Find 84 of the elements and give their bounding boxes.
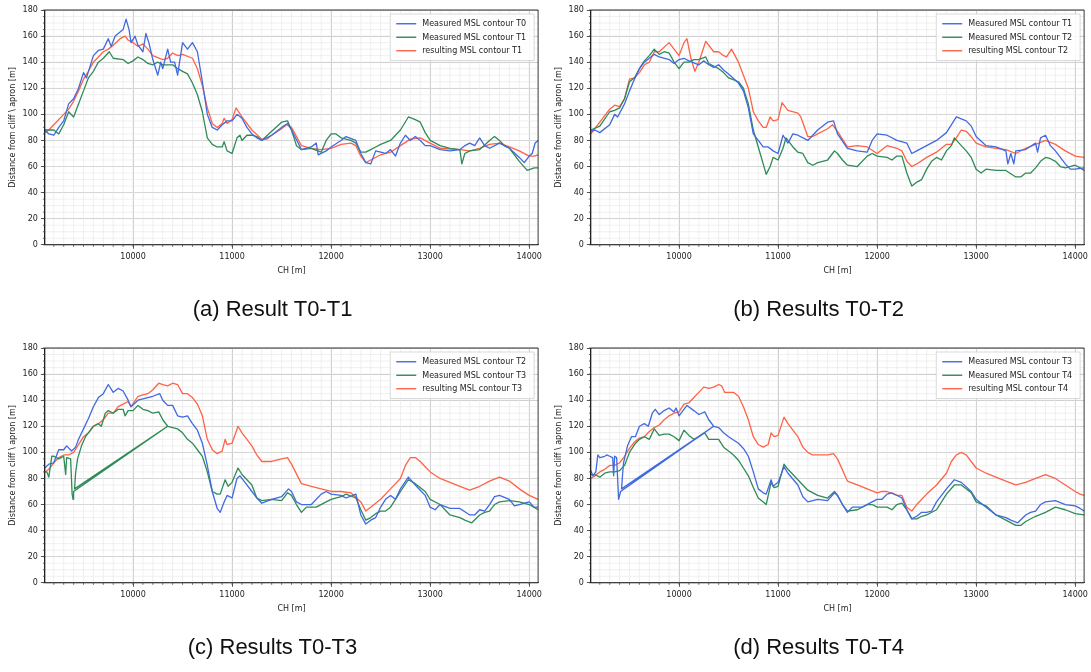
y-tick-label: 40 — [27, 525, 38, 535]
y-tick-label: 100 — [568, 109, 584, 119]
y-tick-label: 0 — [32, 577, 38, 587]
y-tick-label: 180 — [22, 343, 38, 353]
y-tick-label: 80 — [27, 473, 38, 483]
x-tick-label: 13000 — [417, 251, 443, 261]
x-tick-label: 12000 — [318, 251, 344, 261]
y-tick-label: 40 — [573, 525, 584, 535]
x-tick-label: 10000 — [120, 589, 146, 599]
legend-label: Measured MSL contour T3 — [968, 357, 1073, 367]
x-tick-label: 11000 — [765, 589, 791, 599]
legend-label: Measured MSL contour T3 — [422, 370, 527, 380]
y-tick-label: 60 — [573, 499, 584, 509]
x-tick-label: 12000 — [318, 589, 344, 599]
x-tick-label: 13000 — [963, 589, 989, 599]
y-tick-label: 20 — [27, 213, 38, 223]
x-tick-label: 13000 — [963, 251, 989, 261]
y-tick-label: 60 — [573, 161, 584, 171]
y-tick-label: 160 — [22, 31, 38, 41]
y-tick-label: 160 — [568, 369, 584, 379]
y-tick-label: 140 — [22, 57, 38, 67]
y-tick-label: 160 — [568, 31, 584, 41]
x-tick-label: 14000 — [516, 589, 542, 599]
y-axis-title: Distance from cliff \ apron [m] — [7, 67, 17, 188]
x-tick-label: 10000 — [666, 251, 692, 261]
y-tick-label: 0 — [32, 239, 38, 249]
y-tick-label: 20 — [573, 551, 584, 561]
x-tick-label: 12000 — [864, 589, 890, 599]
legend-label: Measured MSL contour T0 — [422, 19, 527, 29]
y-tick-label: 140 — [568, 57, 584, 67]
x-axis-title: CH [m] — [277, 604, 306, 614]
y-tick-label: 20 — [573, 213, 584, 223]
y-tick-label: 40 — [573, 187, 584, 197]
y-tick-label: 80 — [573, 473, 584, 483]
y-tick-label: 60 — [27, 161, 38, 171]
y-tick-label: 60 — [27, 499, 38, 509]
y-tick-label: 0 — [578, 577, 584, 587]
y-tick-label: 0 — [578, 239, 584, 249]
y-tick-label: 160 — [22, 369, 38, 379]
text: (c) Results T0-T3 — [186, 634, 359, 660]
legend-label: resulting MSL contour T2 — [968, 46, 1069, 56]
x-tick-label: 12000 — [864, 251, 890, 261]
y-tick-label: 120 — [568, 83, 584, 93]
text: (a) Result T0-T1 — [191, 296, 354, 322]
legend-label: Measured MSL contour T4 — [968, 370, 1073, 380]
x-tick-label: 14000 — [1062, 589, 1088, 599]
y-tick-label: 180 — [22, 5, 38, 15]
x-tick-label: 11000 — [219, 589, 245, 599]
y-tick-label: 100 — [22, 109, 38, 119]
y-tick-label: 140 — [22, 395, 38, 405]
y-axis-title: Distance from cliff \ apron [m] — [553, 67, 563, 188]
y-tick-label: 140 — [568, 395, 584, 405]
y-tick-label: 120 — [22, 421, 38, 431]
legend-label: Measured MSL contour T2 — [422, 357, 527, 367]
legend-label: Measured MSL contour T2 — [968, 32, 1073, 42]
y-tick-label: 120 — [22, 83, 38, 93]
x-tick-label: 14000 — [1062, 251, 1088, 261]
legend-label: Measured MSL contour T1 — [422, 32, 527, 42]
y-tick-label: 80 — [573, 135, 584, 145]
y-axis-title: Distance from cliff \ apron [m] — [553, 405, 563, 526]
legend-label: resulting MSL contour T1 — [422, 46, 523, 56]
x-tick-label: 10000 — [666, 589, 692, 599]
y-tick-label: 20 — [27, 551, 38, 561]
y-tick-label: 100 — [22, 447, 38, 457]
x-tick-label: 10000 — [120, 251, 146, 261]
x-tick-label: 14000 — [516, 251, 542, 261]
x-axis-title: CH [m] — [823, 604, 852, 614]
x-axis-title: CH [m] — [823, 266, 852, 276]
y-tick-label: 180 — [568, 5, 584, 15]
x-axis-title: CH [m] — [277, 266, 306, 276]
y-tick-label: 40 — [27, 187, 38, 197]
y-axis-title: Distance from cliff \ apron [m] — [7, 405, 17, 526]
y-tick-label: 100 — [568, 447, 584, 457]
legend-label: Measured MSL contour T1 — [968, 19, 1073, 29]
x-tick-label: 11000 — [765, 251, 791, 261]
legend-label: resulting MSL contour T4 — [968, 384, 1069, 394]
text: (b) Results T0-T2 — [732, 296, 905, 322]
y-tick-label: 120 — [568, 421, 584, 431]
x-tick-label: 11000 — [219, 251, 245, 261]
legend-label: resulting MSL contour T3 — [422, 384, 523, 394]
x-tick-label: 13000 — [417, 589, 443, 599]
text: (d) Results T0-T4 — [732, 634, 905, 660]
y-tick-label: 80 — [27, 135, 38, 145]
y-tick-label: 180 — [568, 343, 584, 353]
